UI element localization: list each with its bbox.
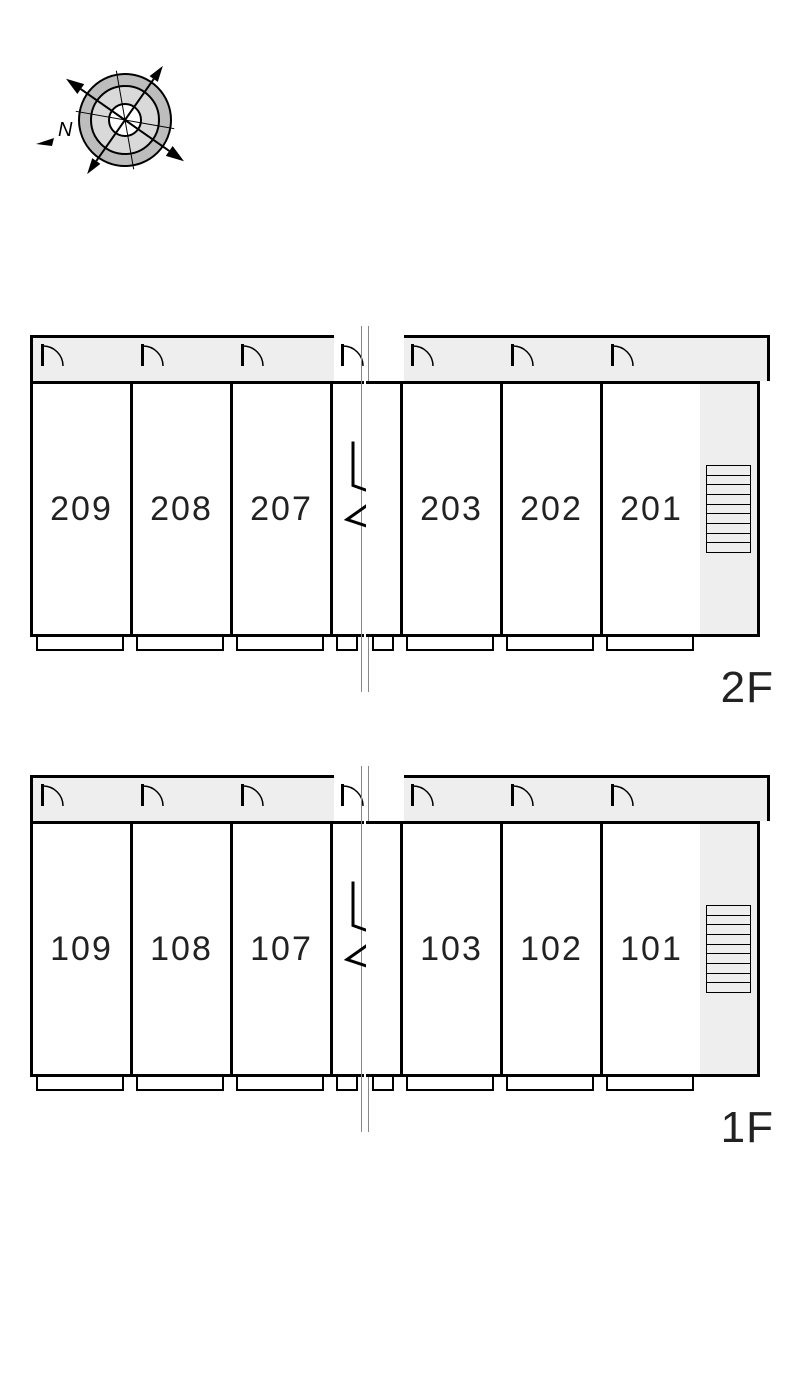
ledge [372,637,394,651]
room-partial [366,821,400,1077]
room: 102 [500,821,600,1077]
room-partial [330,821,364,1077]
room: 209 [30,381,130,637]
ledge [36,1077,124,1091]
corridor [30,335,770,381]
room: 201 [600,381,700,637]
room-number: 201 [620,490,683,529]
room-partial [366,381,400,637]
room: 109 [30,821,130,1077]
ledge [136,637,224,651]
room-number: 108 [150,930,213,969]
room: 103 [400,821,500,1077]
room-number: 102 [520,930,583,969]
ledge [236,1077,324,1091]
ledge [606,1077,694,1091]
room: 107 [230,821,330,1077]
room-number: 209 [50,490,113,529]
room: 208 [130,381,230,637]
ledge [136,1077,224,1091]
rooms-row: 209 208 207 203 202 201 [30,381,770,637]
room-number: 202 [520,490,583,529]
floor-plans-container: 209 208 207 203 202 201 2F 109 108 107 10… [30,335,770,1095]
ledge [406,1077,494,1091]
room: 108 [130,821,230,1077]
room: 101 [600,821,700,1077]
floor-label: 1F [721,1103,774,1153]
rooms-row: 109 108 107 103 102 101 [30,821,770,1077]
ledge [406,637,494,651]
stair-steps-icon [706,905,751,993]
room-number: 101 [620,930,683,969]
ledge [336,1077,358,1091]
balcony-ledges [30,637,770,655]
room-number: 208 [150,490,213,529]
room-number: 103 [420,930,483,969]
room-number: 203 [420,490,483,529]
room-number: 107 [250,930,313,969]
staircase [700,821,760,1077]
room: 202 [500,381,600,637]
ledge [236,637,324,651]
floor-plan: 209 208 207 203 202 201 2F [30,335,770,655]
ledge [506,637,594,651]
balcony-ledges [30,1077,770,1095]
ledge [36,637,124,651]
ledge [336,637,358,651]
ledge [606,637,694,651]
room: 207 [230,381,330,637]
floor-label: 2F [721,663,774,713]
ledge [372,1077,394,1091]
room: 203 [400,381,500,637]
corridor [30,775,770,821]
floor-plan: 109 108 107 103 102 101 1F [30,775,770,1095]
ledge [506,1077,594,1091]
north-label: N [58,119,73,141]
room-partial [330,381,364,637]
stair-steps-icon [706,465,751,553]
room-number: 109 [50,930,113,969]
staircase [700,381,760,637]
compass-rose: N [30,40,200,215]
room-number: 207 [250,490,313,529]
